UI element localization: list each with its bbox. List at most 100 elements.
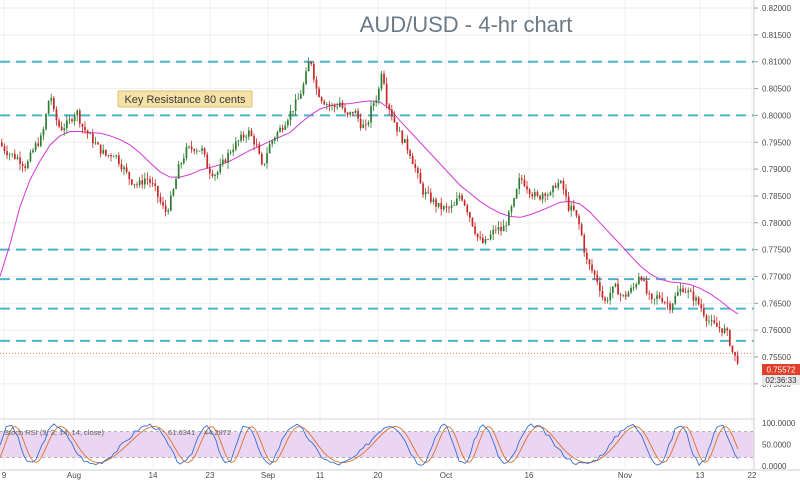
candle-body [271, 140, 274, 145]
candle-body [27, 161, 29, 169]
candle-body [622, 294, 625, 296]
oscillator-panel [0, 423, 754, 466]
candle [458, 192, 461, 201]
candle-body [144, 178, 146, 185]
candle [713, 315, 716, 325]
candle-body [536, 192, 539, 196]
time-tick-label: 20 [374, 471, 383, 480]
candle [419, 168, 422, 184]
stoch-k-line [0, 423, 739, 466]
candle-body [177, 164, 180, 179]
candle-body [94, 142, 97, 144]
candle-body [326, 104, 328, 105]
candle-body [331, 104, 333, 106]
candle-body [97, 142, 99, 145]
candle [292, 110, 294, 117]
candle [539, 194, 541, 201]
candle [705, 313, 708, 327]
candle-body [591, 264, 593, 271]
candle-body [435, 199, 437, 207]
candle-body [419, 172, 422, 184]
candle [185, 142, 188, 161]
candle-body [292, 110, 294, 112]
candle-body [63, 128, 66, 131]
candle-body [300, 93, 302, 99]
candle-body [583, 235, 586, 253]
candle [287, 118, 289, 129]
candle-body [66, 120, 68, 129]
candle-body [437, 202, 440, 207]
candle [476, 233, 479, 242]
candle [604, 296, 606, 304]
candle-body [430, 192, 432, 203]
candle [21, 161, 24, 173]
candle-body [201, 148, 203, 151]
candle [471, 217, 474, 228]
candle-body [508, 211, 510, 226]
candle-body [492, 229, 495, 235]
candle [170, 191, 172, 212]
price-tick-label: 0.78500 [762, 192, 791, 201]
candle-body [596, 274, 599, 282]
candle [669, 300, 671, 314]
candle-body [227, 152, 229, 163]
candle-body [612, 286, 614, 293]
candle-body [125, 167, 128, 172]
candle-body [232, 149, 235, 153]
last-price-tag[interactable]: 0.75572 02:36:33 [762, 364, 800, 385]
candle [248, 127, 250, 141]
candle-body [461, 195, 463, 201]
candle [344, 103, 346, 114]
candle [700, 298, 703, 313]
candle-body [513, 198, 515, 207]
candle-body [554, 185, 557, 188]
candle-body [102, 149, 105, 154]
candle [619, 292, 622, 302]
candle [526, 181, 528, 194]
candle [133, 184, 136, 189]
oscillator-value-k: 61.6341 [168, 428, 195, 437]
candle-body [651, 293, 653, 300]
candle [562, 178, 565, 195]
candle-body [630, 287, 632, 293]
candle [450, 200, 453, 213]
candle [690, 287, 692, 293]
candle [362, 119, 365, 129]
candle-body [362, 124, 365, 128]
candle [573, 199, 575, 212]
candle-body [268, 144, 271, 154]
candle [635, 282, 638, 290]
candle [583, 233, 586, 257]
candle-body [734, 351, 736, 356]
candle [68, 115, 71, 124]
candle [222, 154, 224, 168]
candle [359, 113, 362, 131]
candle [567, 191, 570, 213]
candle-body [588, 259, 591, 265]
candle [497, 221, 500, 235]
candle [593, 269, 596, 281]
candle [323, 99, 326, 106]
candle-body [565, 189, 567, 197]
candle [333, 103, 336, 113]
candle-body [411, 155, 414, 165]
candle-body [632, 287, 635, 289]
candle [50, 93, 53, 105]
candle [84, 121, 86, 135]
candle [378, 86, 380, 105]
candle-body [253, 135, 255, 145]
candle [297, 92, 300, 100]
candle [11, 153, 14, 158]
candle-body [136, 184, 138, 186]
candle [201, 145, 203, 155]
candle [560, 179, 562, 184]
candle-body [196, 150, 198, 152]
candle [3, 143, 6, 155]
candle-body [222, 159, 224, 165]
candle [110, 153, 112, 162]
candle [105, 149, 107, 158]
candle [136, 181, 138, 189]
candle-body [731, 345, 734, 352]
candle-body [427, 191, 430, 193]
